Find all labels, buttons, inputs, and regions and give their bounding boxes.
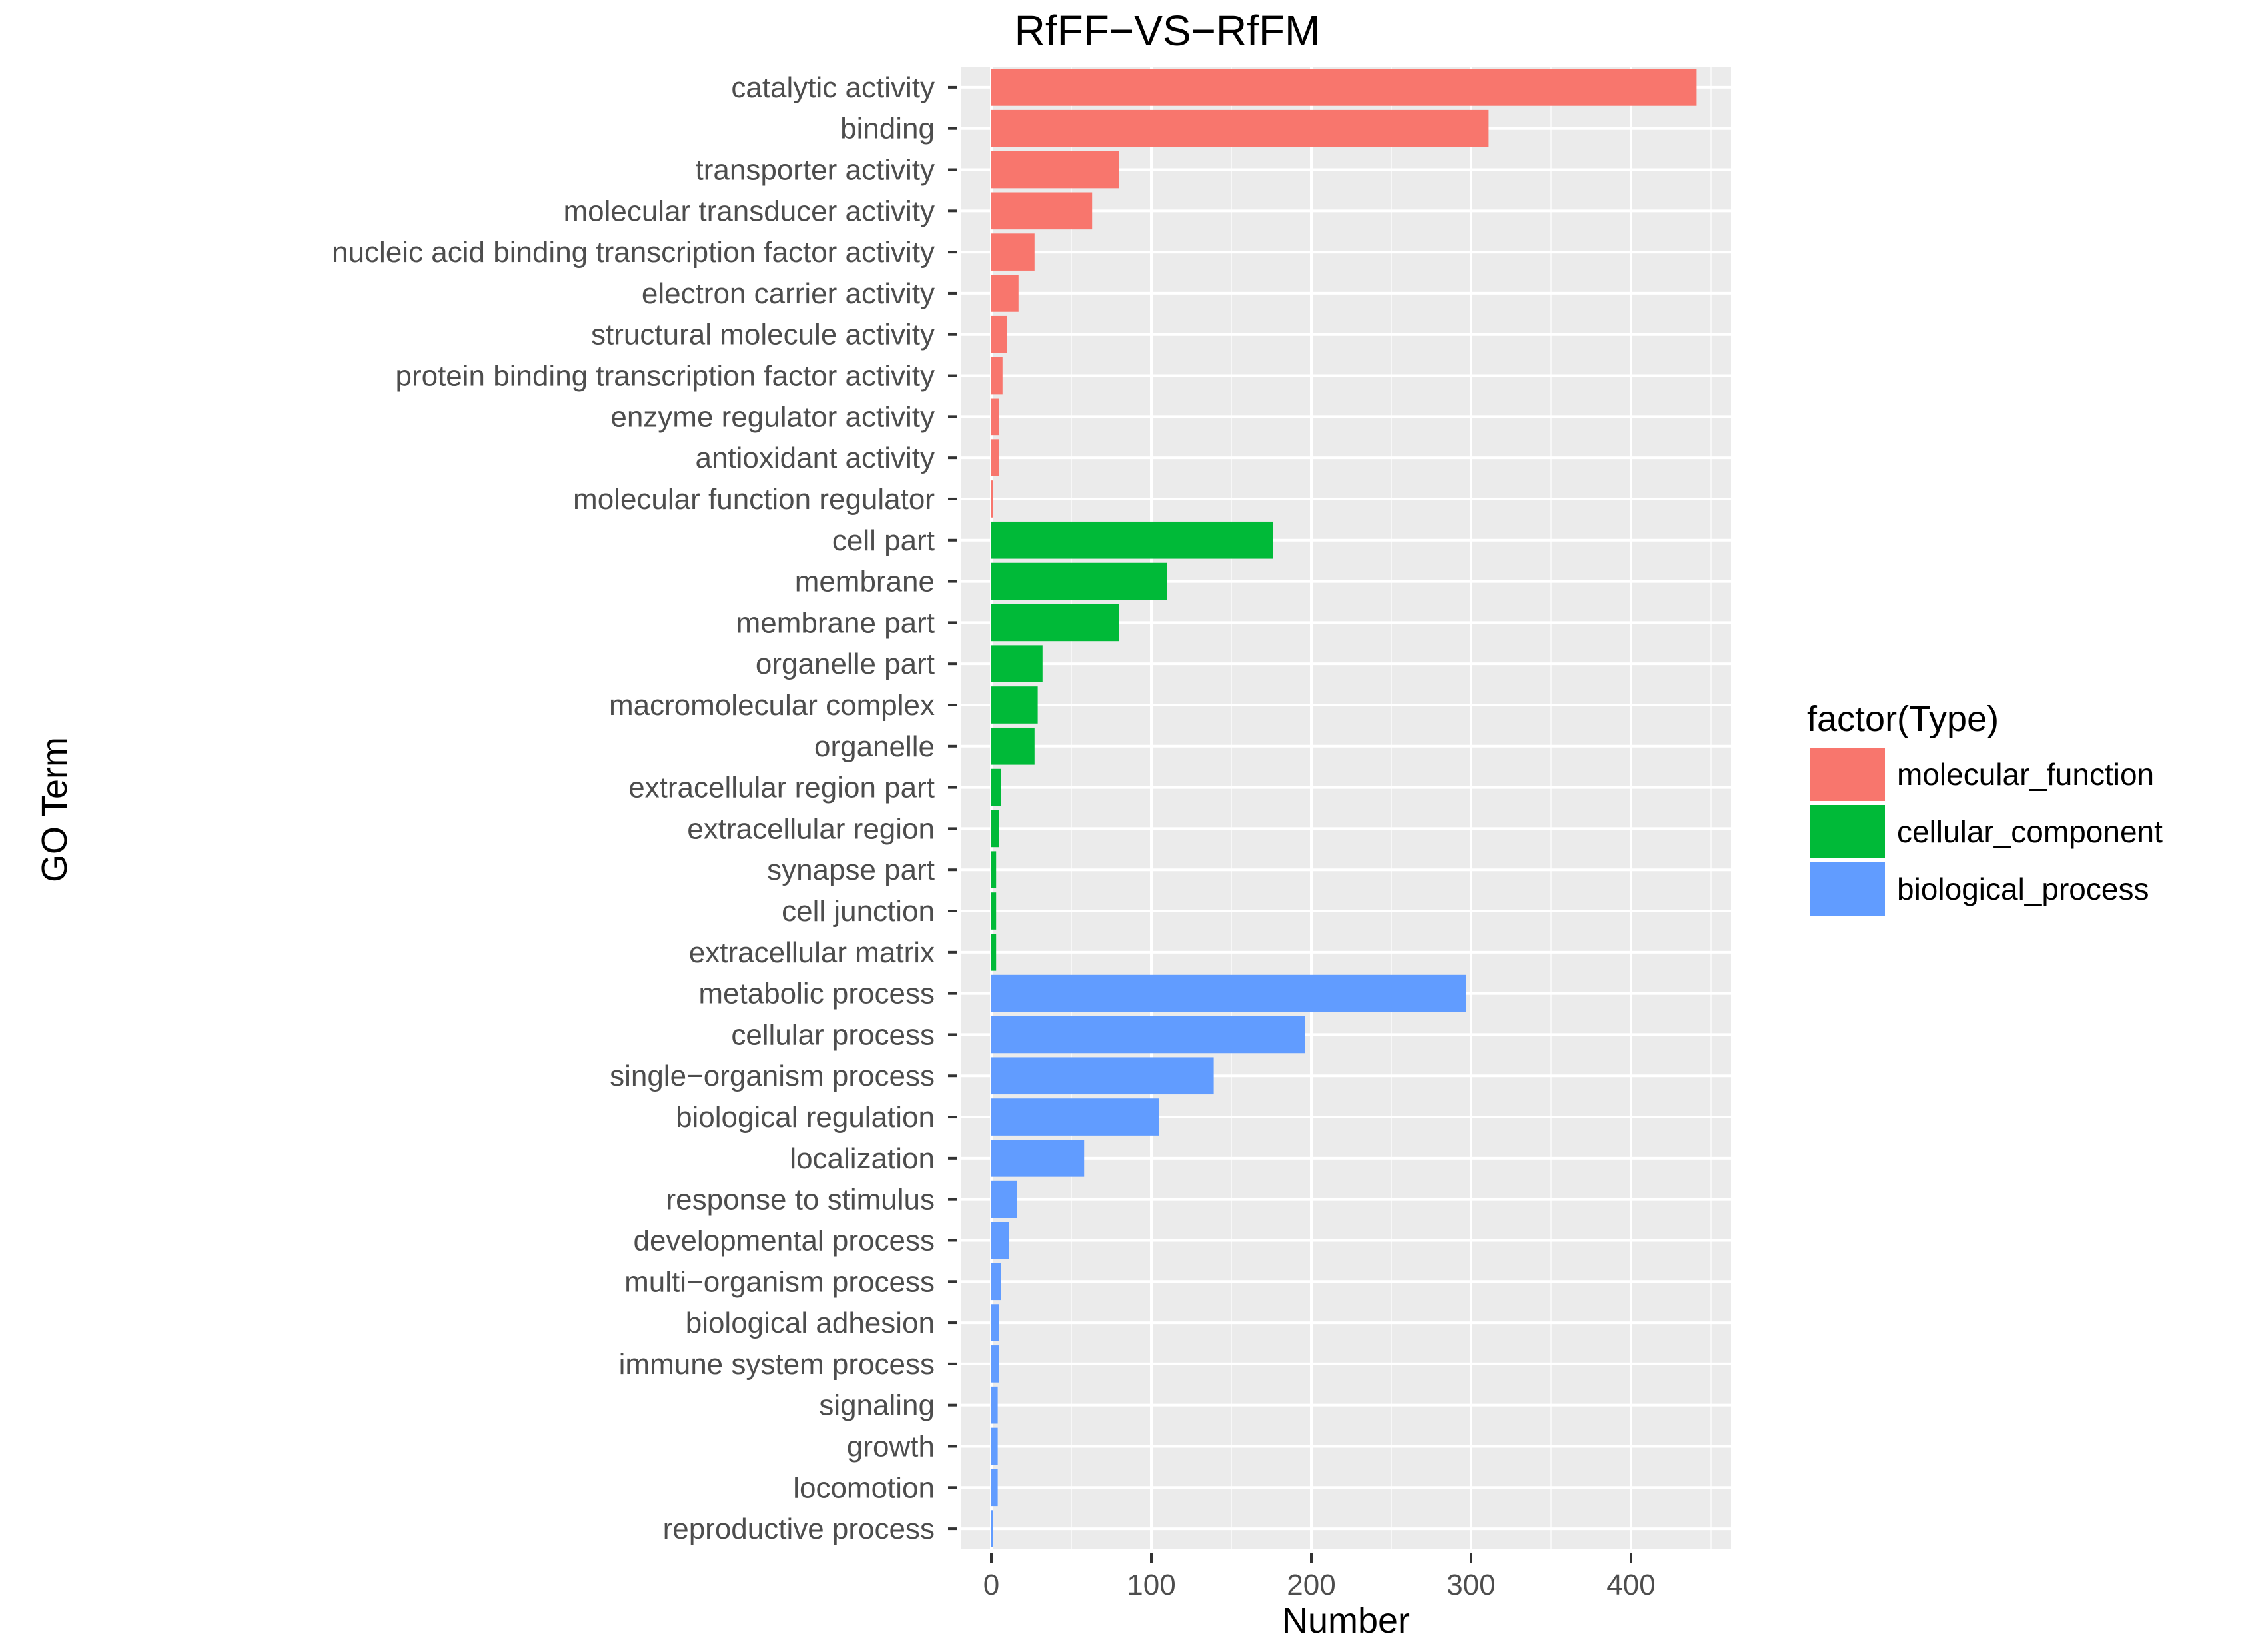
term-label: transporter activity xyxy=(696,154,935,187)
term-label: metabolic process xyxy=(698,978,935,1010)
x-ticks: 0 100 200 300 400 xyxy=(983,1553,1656,1601)
legend-label-biological-process: biological_process xyxy=(1897,872,2149,906)
term-label: electron carrier activity xyxy=(642,277,935,310)
x-tick-label: 100 xyxy=(1127,1569,1175,1601)
x-tick-label: 0 xyxy=(983,1569,999,1601)
bar-extracellular-region-part xyxy=(991,768,1001,806)
term-label: binding xyxy=(840,113,935,145)
bar-synapse-part xyxy=(991,851,997,889)
legend-label-cellular-component: cellular_component xyxy=(1897,814,2163,849)
legend-key-molecular-function xyxy=(1810,748,1885,801)
bar-cell-junction xyxy=(991,892,997,930)
bar-organelle xyxy=(991,727,1035,765)
bar-enzyme-regulator-activity xyxy=(991,398,999,436)
term-label: extracellular region part xyxy=(628,772,935,804)
x-tick-label: 300 xyxy=(1446,1569,1495,1601)
bar-locomotion xyxy=(991,1469,998,1507)
legend-title: factor(Type) xyxy=(1807,699,1999,739)
bar-nucleic-acid-binding-transcription-factor-activity xyxy=(991,233,1035,271)
term-label: extracellular region xyxy=(687,812,935,845)
bar-binding xyxy=(991,109,1489,147)
term-label: single−organism process xyxy=(610,1060,935,1092)
term-label: protein binding transcription factor act… xyxy=(395,360,935,393)
term-label: response to stimulus xyxy=(666,1184,935,1216)
bar-protein-binding-transcription-factor-activity xyxy=(991,357,1003,395)
term-label: macromolecular complex xyxy=(609,689,935,722)
bar-extracellular-region xyxy=(991,810,999,848)
bar-signaling xyxy=(991,1386,998,1424)
bar-molecular-transducer-activity xyxy=(991,192,1093,230)
bar-molecular-function-regulator xyxy=(991,480,993,518)
bar-catalytic-activity xyxy=(991,69,1697,106)
legend-key-biological-process xyxy=(1810,862,1885,916)
term-label: catalytic activity xyxy=(731,71,935,104)
term-label: cell part xyxy=(832,524,935,557)
x-axis-title: Number xyxy=(1282,1601,1410,1641)
bar-growth xyxy=(991,1427,998,1465)
term-label: structural molecule activity xyxy=(591,319,935,351)
legend-key-cellular-component xyxy=(1810,805,1885,858)
bar-multi-organism-process xyxy=(991,1263,1001,1301)
bar-reproductive-process xyxy=(991,1510,993,1547)
bar-developmental-process xyxy=(991,1222,1009,1259)
bar-immune-system-process xyxy=(991,1345,999,1383)
x-tick-label: 200 xyxy=(1287,1569,1335,1601)
term-label: nucleic acid binding transcription facto… xyxy=(332,236,935,269)
term-labels: catalytic activity binding transporter act… xyxy=(332,71,957,1545)
bar-localization xyxy=(991,1140,1085,1177)
term-label: enzyme regulator activity xyxy=(610,401,935,433)
bar-single-organism-process xyxy=(991,1057,1214,1095)
term-label: synapse part xyxy=(767,854,935,886)
term-label: locomotion xyxy=(793,1471,935,1504)
term-label: membrane part xyxy=(736,606,935,639)
bar-membrane-part xyxy=(991,604,1119,642)
term-label: immune system process xyxy=(619,1348,935,1381)
term-label: cellular process xyxy=(731,1018,935,1051)
term-label: biological regulation xyxy=(676,1101,935,1134)
bar-antioxidant-activity xyxy=(991,439,999,476)
chart-title: RfFF−VS−RfFM xyxy=(1015,7,1321,55)
bar-metabolic-process xyxy=(991,974,1466,1012)
term-label: molecular transducer activity xyxy=(563,195,935,227)
bar-electron-carrier-activity xyxy=(991,275,1019,312)
bar-cellular-process xyxy=(991,1016,1305,1054)
legend: factor(Type) molecular_function cellular… xyxy=(1807,699,2163,916)
term-label: organelle xyxy=(814,730,935,763)
bar-organelle-part xyxy=(991,645,1043,682)
bar-response-to-stimulus xyxy=(991,1180,1017,1218)
bar-macromolecular-complex xyxy=(991,686,1038,724)
term-label: growth xyxy=(847,1430,935,1463)
bar-transporter-activity xyxy=(991,151,1119,189)
plot-panel xyxy=(961,67,1731,1549)
term-label: extracellular matrix xyxy=(689,936,935,969)
term-label: localization xyxy=(790,1142,935,1175)
bar-membrane xyxy=(991,562,1167,600)
x-tick-label: 400 xyxy=(1606,1569,1655,1601)
bars xyxy=(991,69,1697,1547)
bar-structural-molecule-activity xyxy=(991,315,1007,353)
bar-cell-part xyxy=(991,521,1273,559)
term-label: organelle part xyxy=(756,648,935,680)
term-label: molecular function regulator xyxy=(573,483,935,516)
term-label: cell junction xyxy=(782,895,935,928)
term-label: signaling xyxy=(819,1389,935,1422)
term-label: antioxidant activity xyxy=(695,442,935,474)
term-label: reproductive process xyxy=(663,1513,935,1545)
term-label: multi−organism process xyxy=(624,1265,935,1298)
legend-label-molecular-function: molecular_function xyxy=(1897,757,2154,792)
term-label: biological adhesion xyxy=(686,1307,935,1339)
y-axis-title: GO Term xyxy=(35,737,75,882)
term-label: developmental process xyxy=(634,1224,935,1257)
bar-extracellular-matrix xyxy=(991,934,997,971)
term-label: membrane xyxy=(795,566,935,598)
bar-biological-regulation xyxy=(991,1098,1159,1136)
bar-biological-adhesion xyxy=(991,1304,999,1341)
